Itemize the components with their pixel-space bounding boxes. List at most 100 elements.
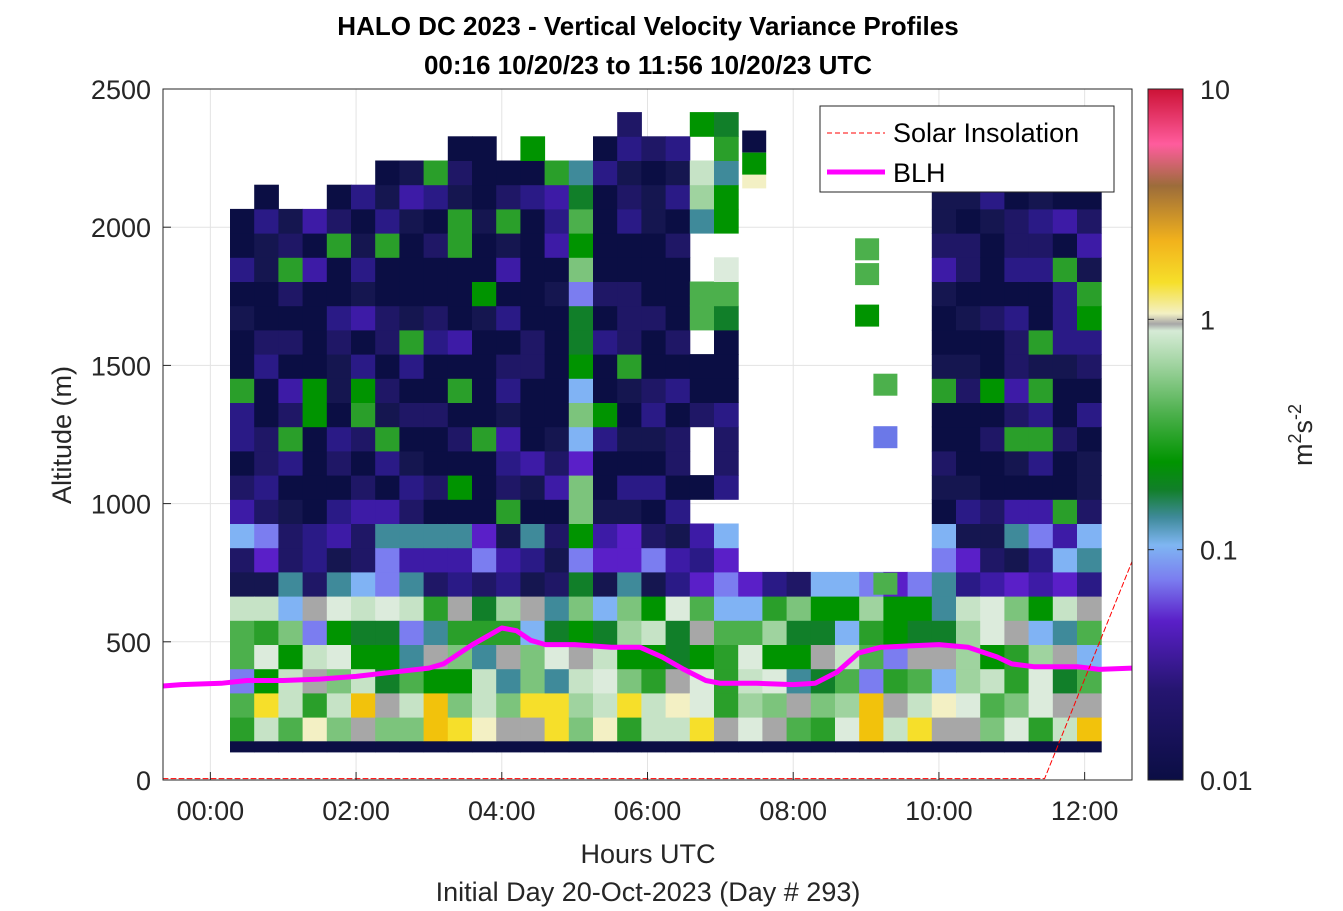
heatmap-cell — [544, 184, 570, 210]
heatmap-cell — [544, 402, 570, 428]
heatmap-cell — [302, 741, 328, 753]
heatmap-cell — [254, 692, 279, 718]
heatmap-cell — [742, 130, 767, 153]
heatmap-cell — [883, 668, 909, 694]
heatmap-cell — [593, 184, 618, 210]
heatmap-cell — [1077, 450, 1102, 476]
heatmap-cell — [399, 717, 425, 742]
heatmap-cell — [375, 741, 400, 753]
heatmap-cell — [326, 741, 352, 753]
heatmap-cell — [859, 741, 884, 753]
heatmap-cell — [472, 233, 497, 258]
heatmap-cell — [302, 571, 328, 597]
heatmap-cell — [956, 620, 981, 645]
heatmap-cell — [447, 620, 473, 645]
heatmap-cell — [230, 257, 255, 282]
heatmap-cell — [786, 620, 812, 645]
heatmap-cell — [1052, 668, 1078, 694]
heatmap-cell — [496, 281, 521, 307]
heatmap-cell — [665, 571, 691, 597]
heatmap-cell — [1077, 354, 1102, 379]
heatmap-cell — [496, 717, 521, 742]
heatmap-cell — [568, 523, 594, 549]
heatmap-cell — [714, 475, 739, 500]
legend-entry-blh: BLH — [893, 158, 946, 188]
heatmap-cell — [520, 426, 546, 452]
heatmap-cell — [1028, 402, 1054, 428]
heatmap-cell — [641, 450, 667, 476]
heatmap-cell — [1052, 692, 1078, 718]
heatmap-cell — [375, 329, 400, 355]
heatmap-cell — [1077, 547, 1102, 573]
heatmap-cell — [326, 305, 352, 331]
heatmap-cell — [496, 644, 521, 670]
heatmap-cell — [278, 208, 304, 234]
heatmap-cell — [423, 450, 449, 476]
heatmap-cell — [399, 620, 425, 645]
heatmap-cell — [883, 741, 909, 753]
heatmap-cell — [351, 547, 376, 573]
heatmap-cell — [447, 426, 473, 452]
heatmap-cell — [472, 450, 497, 476]
heatmap-cell — [544, 668, 570, 694]
heatmap-cell — [931, 692, 957, 718]
heatmap-cell — [956, 741, 981, 753]
heatmap-cell — [617, 571, 642, 597]
heatmap-cell — [423, 547, 449, 573]
heatmap-cell — [1077, 329, 1102, 355]
heatmap-cell — [496, 184, 521, 210]
heatmap-cell — [835, 620, 860, 645]
heatmap-cell — [617, 450, 642, 476]
heatmap-cell — [1004, 475, 1030, 500]
heatmap-cell — [496, 378, 521, 403]
heatmap-cell — [278, 475, 304, 500]
heatmap-cell — [568, 354, 594, 379]
heatmap-cell — [931, 354, 957, 379]
heatmap-cell — [254, 523, 279, 549]
heatmap-cell — [593, 547, 618, 573]
heatmap-cell — [593, 596, 618, 621]
heatmap-cell — [593, 257, 618, 282]
heatmap-cell — [641, 378, 667, 403]
heatmap-cell — [689, 305, 715, 331]
heatmap-cell — [302, 523, 328, 549]
heatmap-cell — [278, 596, 304, 621]
heatmap-cell — [496, 208, 521, 234]
heatmap-cell — [956, 257, 981, 282]
heatmap-cell — [665, 475, 691, 500]
heatmap-cell — [399, 523, 425, 549]
heatmap-cell — [665, 329, 691, 355]
heatmap-cell — [665, 281, 691, 307]
heatmap-cell — [593, 136, 618, 161]
heatmap-cell — [351, 571, 376, 597]
heatmap-cell — [423, 692, 449, 718]
heatmap-cell — [472, 475, 497, 500]
heatmap-cell — [931, 426, 957, 452]
heatmap-cell — [399, 547, 425, 573]
heatmap-cell — [1028, 692, 1054, 718]
heatmap-cell — [326, 402, 352, 428]
heatmap-cell — [714, 426, 739, 452]
heatmap-cell — [1077, 475, 1102, 500]
heatmap-cell — [472, 184, 497, 210]
heatmap-cell — [714, 257, 739, 282]
heatmap-cell — [617, 717, 642, 742]
heatmap-cell — [351, 426, 376, 452]
heatmap-cell — [714, 523, 739, 549]
colorbar-ticks: 0.01 0.1 1 10 — [1148, 75, 1253, 796]
heatmap-cell — [375, 160, 400, 186]
colorbar-tick-label: 1 — [1200, 305, 1215, 335]
heatmap-cell — [302, 692, 328, 718]
heatmap-cell — [665, 354, 691, 379]
heatmap-cell — [423, 233, 449, 258]
heatmap-cell — [980, 450, 1005, 476]
heatmap-cell — [593, 620, 618, 645]
heatmap-cell — [472, 499, 497, 524]
heatmap-cell — [544, 499, 570, 524]
heatmap-cell — [472, 136, 497, 161]
heatmap-cell — [980, 692, 1005, 718]
heatmap-cell — [254, 233, 279, 258]
heatmap-cell — [593, 208, 618, 234]
heatmap-cell — [931, 741, 957, 753]
heatmap-cell — [956, 523, 981, 549]
